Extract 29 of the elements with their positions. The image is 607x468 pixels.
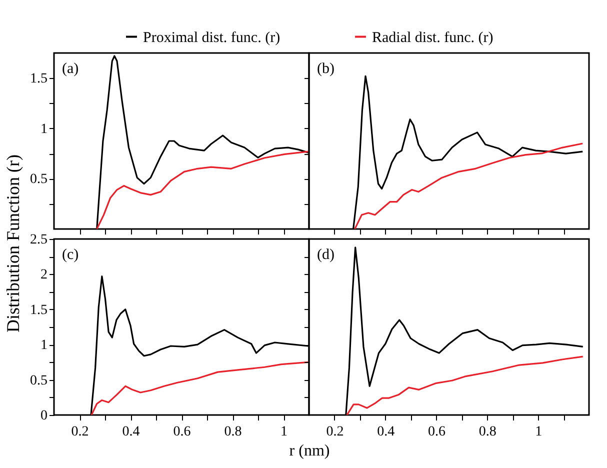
annotation: (b) [317, 61, 334, 77]
x-tick-label: 0.8 [224, 424, 242, 440]
x-tick-label: 0.8 [478, 424, 496, 440]
y-tick-label: 1 [40, 338, 48, 354]
y-tick-label: 2.5 [30, 232, 48, 248]
x-tick-label: 0.2 [71, 424, 89, 440]
x-tick-label: 0.6 [173, 424, 191, 440]
y-tick-label: 1.5 [30, 302, 48, 318]
x-tick-label: 1 [535, 424, 542, 440]
line-series [90, 361, 309, 415]
annotation: (c) [62, 247, 79, 263]
x-axis-title: r (nm) [289, 442, 330, 460]
x-tick-label: 0.6 [428, 424, 446, 440]
y-tick-label: 1.5 [30, 72, 48, 87]
legend-label: Radial dist. func. (r) [372, 30, 494, 46]
x-tick-label: 0.2 [326, 424, 344, 440]
annotation: (a) [62, 61, 79, 77]
x-tick-label: 0.4 [122, 424, 140, 440]
x-tick-label: 0.4 [377, 424, 395, 440]
line-series [96, 150, 309, 229]
y-tick-label: 2 [40, 268, 48, 283]
x-tick-label: 1 [280, 424, 288, 440]
legend-label: Proximal dist. func. (r) [143, 30, 280, 46]
y-tick-label: 1 [40, 122, 48, 137]
y-axis-title: Distribution Function (r) [2, 154, 23, 332]
y-tick-label: 0.5 [30, 172, 48, 188]
y-tick-label: 0.5 [30, 373, 48, 388]
y-tick-label: 0 [40, 408, 48, 424]
annotation: (d) [317, 247, 334, 263]
